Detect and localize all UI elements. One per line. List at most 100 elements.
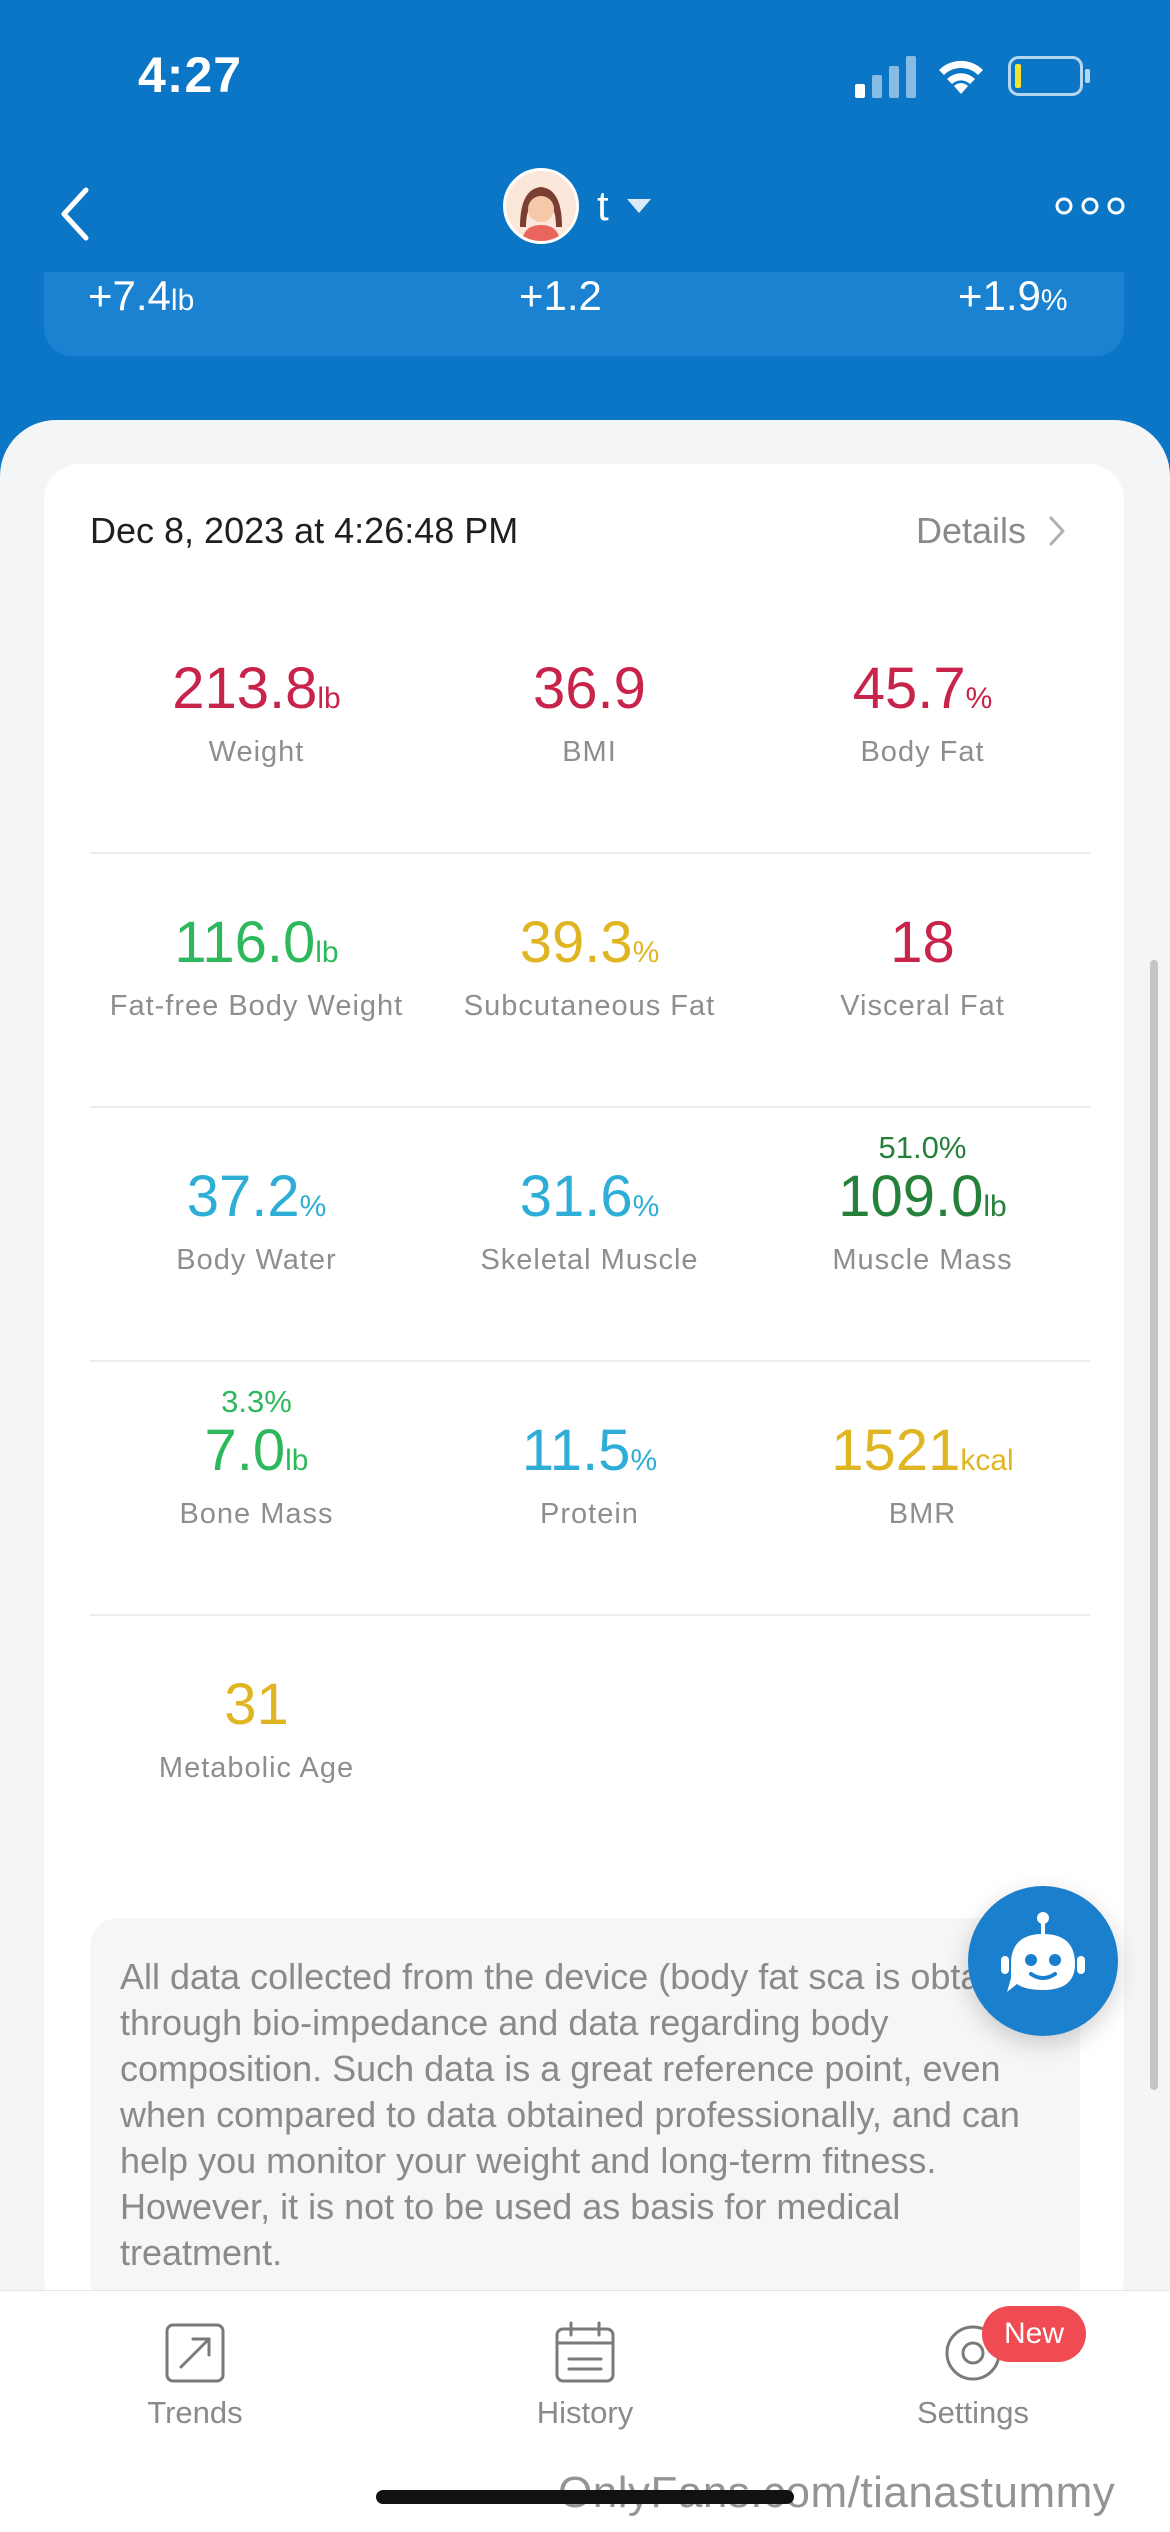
metric-unit: lb (285, 1444, 309, 1477)
status-time: 4:27 (138, 47, 243, 103)
metric-visceral-fat[interactable]: 18 Visceral Fat (756, 854, 1089, 1108)
metric-body-water[interactable]: 37.2% Body Water (90, 1108, 423, 1362)
metric-bone-mass[interactable]: 3.3% 7.0lb Bone Mass (90, 1362, 423, 1616)
scrollbar[interactable] (1150, 960, 1158, 2090)
metric-label: BMI (562, 736, 617, 768)
metric-protein[interactable]: 11.5% Protein (423, 1362, 756, 1616)
metric-label: Subcutaneous Fat (463, 990, 716, 1022)
more-options-icon[interactable] (1054, 196, 1126, 216)
back-chevron-icon[interactable] (52, 182, 102, 246)
metric-label: Body Fat (860, 736, 985, 768)
body-fat-change: +1.9% (958, 272, 1068, 319)
bmi-change: +1.2 (519, 272, 602, 319)
metric-bmr[interactable]: 1521kcal BMR (756, 1362, 1089, 1616)
metric-number: 36.9 (533, 656, 646, 721)
metric-value: 18 (756, 914, 1089, 972)
details-link[interactable]: Details (916, 510, 1066, 552)
metric-unit: lb (317, 682, 341, 715)
metric-number: 18 (890, 910, 955, 975)
metrics-row: 31 Metabolic Age (90, 1616, 1090, 1870)
metric-label: Fat-free Body Weight (109, 990, 404, 1022)
metric-label: BMR (888, 1498, 957, 1530)
tab-history-label: History (536, 2395, 634, 2430)
disclaimer-text: All data collected from the device (body… (90, 1918, 1080, 2308)
home-indicator[interactable] (376, 2490, 794, 2504)
metric-value: 36.9 (423, 660, 756, 718)
battery-icon (1008, 56, 1090, 96)
metric-weight[interactable]: 213.8lb Weight (90, 600, 423, 854)
metric-label: Visceral Fat (840, 990, 1005, 1022)
measurement-date: Dec 8, 2023 at 4:26:48 PM (90, 510, 519, 551)
metric-bmi[interactable]: 36.9 BMI (423, 600, 756, 854)
metric-number: 116.0 (174, 910, 316, 975)
robot-icon (1001, 1912, 1085, 1992)
metric-label: Body Water (176, 1244, 337, 1276)
metric-label: Protein (540, 1498, 639, 1530)
metrics-grid: 213.8lb Weight 36.9 BMI 45.7% Body Fat 116.0lb… (90, 600, 1090, 1870)
metric-unit: lb (315, 936, 339, 969)
chevron-right-icon (1049, 516, 1065, 546)
calendar-icon (555, 2321, 615, 2383)
metrics-row: 3.3% 7.0lb Bone Mass 11.5% Protein 1521kcal BM… (90, 1362, 1090, 1616)
tab-trends-label: Trends (147, 2395, 243, 2430)
metric-label: Metabolic Age (158, 1752, 355, 1784)
metric-value: 1521kcal (756, 1422, 1089, 1480)
metric-label: Muscle Mass (832, 1244, 1013, 1276)
metric-value: 45.7% (756, 660, 1089, 718)
metric-number: 37.2 (186, 1164, 300, 1229)
tab-history[interactable]: History (485, 2321, 685, 2431)
metric-unit: % (630, 1444, 658, 1477)
tab-settings-label: Settings (916, 2395, 1029, 2430)
metric-number: 1521 (831, 1418, 961, 1483)
metric-number: 39.3 (519, 910, 633, 975)
metric-metabolic-age[interactable]: 31 Metabolic Age (90, 1616, 423, 1870)
avatar (503, 168, 579, 244)
metric-body-fat[interactable]: 45.7% Body Fat (756, 600, 1089, 854)
tab-trends[interactable]: Trends (95, 2321, 295, 2431)
new-badge: New (982, 2306, 1086, 2362)
wifi-icon (939, 60, 983, 94)
trend-arrow-icon (165, 2323, 225, 2383)
metric-subcutaneous-fat[interactable]: 39.3% Subcutaneous Fat (423, 854, 756, 1108)
metric-value: 213.8lb (90, 660, 423, 718)
metric-unit: % (632, 936, 660, 969)
metric-label: Weight (208, 736, 305, 768)
metric-number: 213.8 (172, 656, 318, 721)
metric-value: 31 (90, 1676, 423, 1734)
metric-value: 7.0lb (90, 1422, 423, 1480)
metric-number: 45.7 (852, 656, 966, 721)
metrics-row: 37.2% Body Water 31.6% Skeletal Muscle 51.0%… (90, 1108, 1090, 1362)
metric-value: 109.0lb (756, 1168, 1089, 1226)
caret-down-icon (626, 199, 651, 213)
metric-unit: % (632, 1190, 660, 1223)
metric-muscle-mass[interactable]: 51.0% 109.0lb Muscle Mass (756, 1108, 1089, 1362)
metric-label: Skeletal Muscle (480, 1244, 699, 1276)
metric-skeletal-muscle[interactable]: 31.6% Skeletal Muscle (423, 1108, 756, 1362)
metric-percent: 51.0% (878, 1130, 967, 1165)
metrics-row: 116.0lb Fat-free Body Weight 39.3% Subcutan… (90, 854, 1090, 1108)
profile-switcher[interactable]: t (503, 168, 653, 244)
change-summary: +7.4lb +1.2 +1.9% (44, 272, 1124, 356)
details-label: Details (916, 510, 1027, 551)
weight-change: +7.4lb (88, 272, 195, 319)
metric-unit: kcal (960, 1444, 1014, 1477)
metric-unit: % (965, 682, 993, 715)
metric-unit: % (299, 1190, 327, 1223)
profile-name: t (597, 182, 609, 229)
cellular-signal-icon (855, 56, 916, 98)
assistant-bot-button[interactable] (968, 1886, 1118, 2036)
metric-value: 37.2% (90, 1168, 423, 1226)
metric-number: 109.0 (838, 1164, 984, 1229)
metric-unit: lb (983, 1190, 1007, 1223)
metric-number: 7.0 (204, 1418, 286, 1483)
metrics-row: 213.8lb Weight 36.9 BMI 45.7% Body Fat (90, 600, 1090, 854)
metric-fat-free-body-weight[interactable]: 116.0lb Fat-free Body Weight (90, 854, 423, 1108)
metric-number: 31 (224, 1672, 289, 1737)
metric-value: 31.6% (423, 1168, 756, 1226)
metric-number: 11.5 (521, 1418, 631, 1483)
metric-percent: 3.3% (221, 1384, 292, 1419)
metric-value: 39.3% (423, 914, 756, 972)
metric-value: 116.0lb (90, 914, 423, 972)
metric-label: Bone Mass (179, 1498, 334, 1530)
metric-number: 31.6 (519, 1164, 633, 1229)
